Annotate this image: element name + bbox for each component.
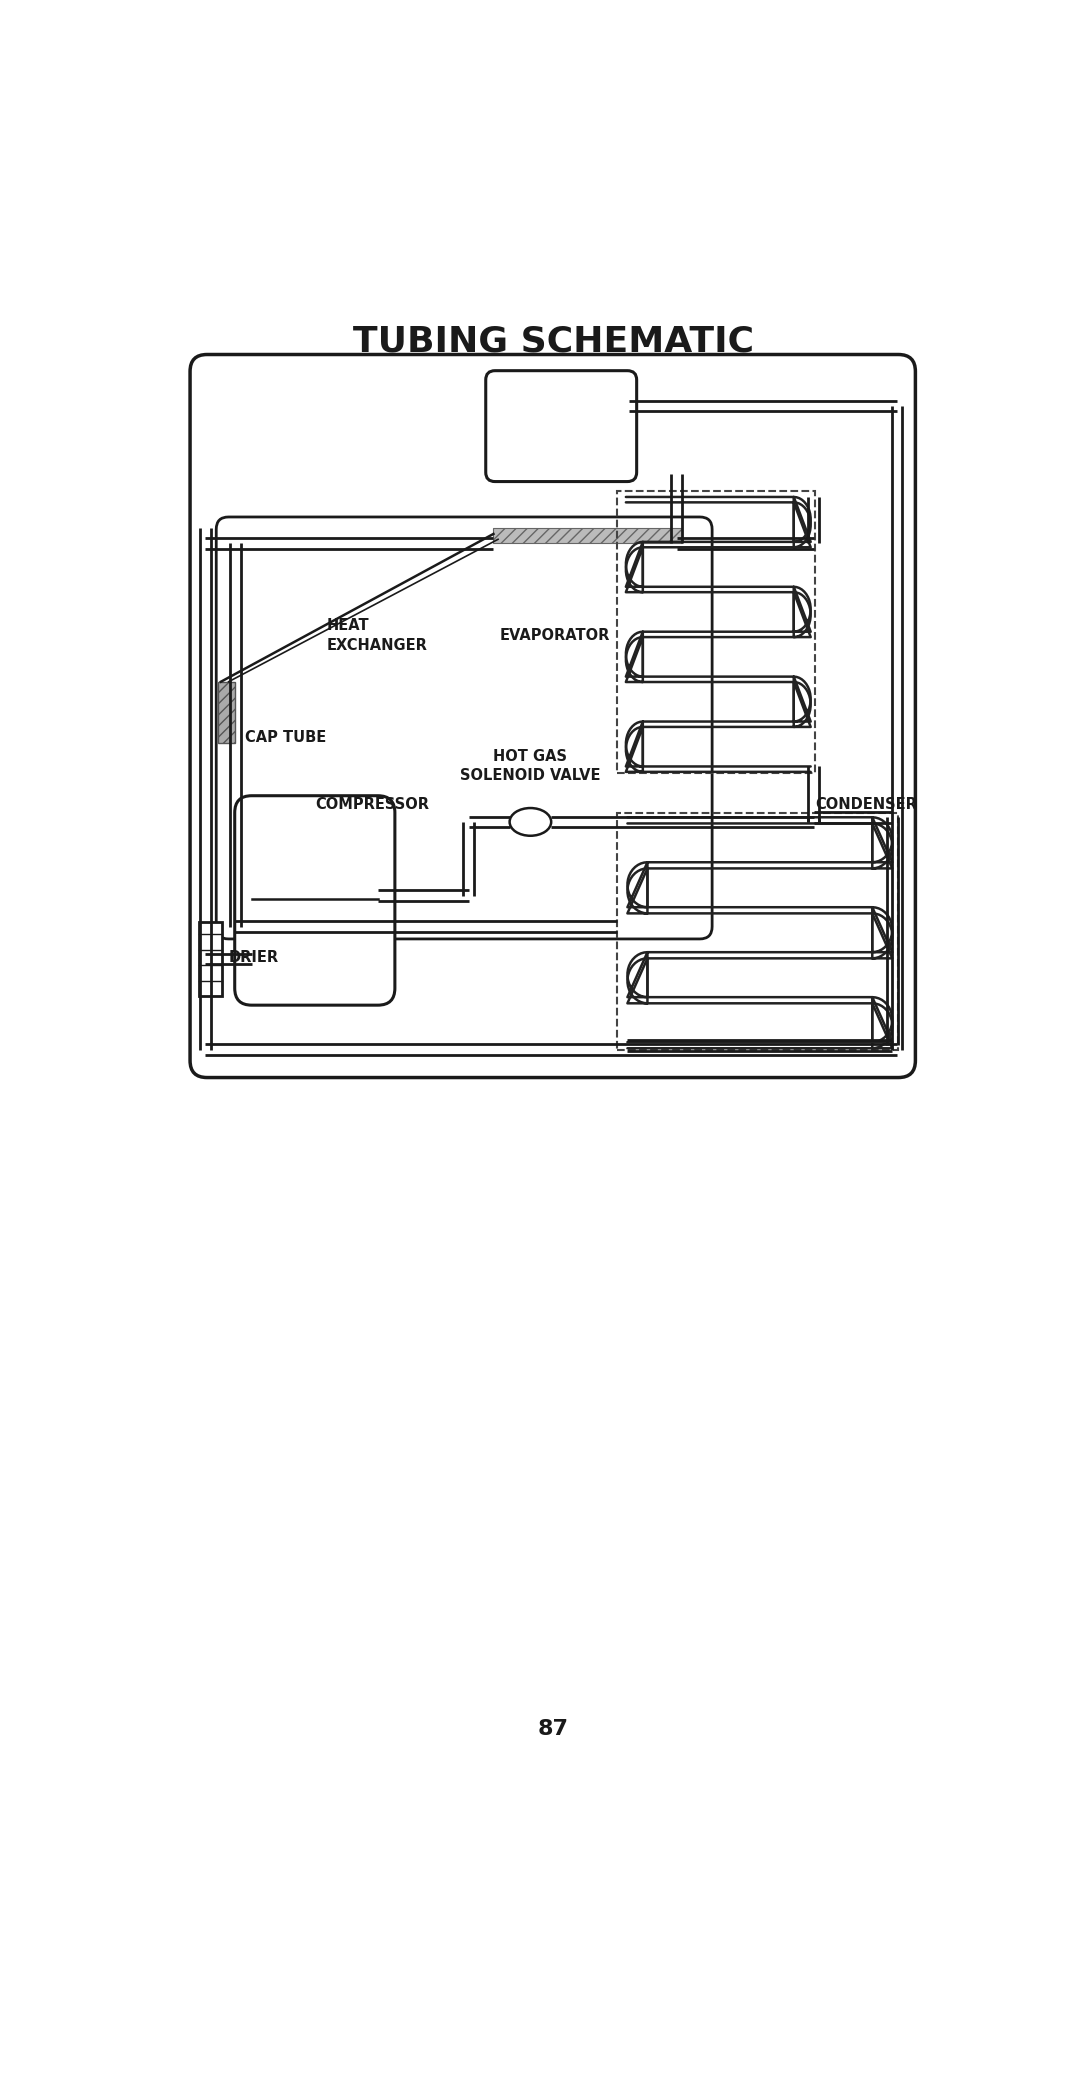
FancyBboxPatch shape bbox=[486, 372, 636, 482]
Text: CONDENSER: CONDENSER bbox=[815, 798, 917, 812]
Text: COMPRESSOR: COMPRESSOR bbox=[314, 798, 429, 812]
Text: DRIER: DRIER bbox=[229, 950, 279, 965]
Text: EVAPORATOR: EVAPORATOR bbox=[500, 628, 610, 643]
Bar bbox=[218, 683, 234, 743]
Text: HOT GAS
SOLENOID VALVE: HOT GAS SOLENOID VALVE bbox=[460, 750, 600, 783]
Bar bbox=[617, 491, 815, 773]
Bar bbox=[200, 923, 222, 996]
Text: HEAT
EXCHANGER: HEAT EXCHANGER bbox=[326, 618, 428, 654]
Ellipse shape bbox=[510, 808, 551, 835]
Text: TUBING SCHEMATIC: TUBING SCHEMATIC bbox=[353, 324, 754, 359]
Text: 87: 87 bbox=[538, 1718, 569, 1739]
FancyBboxPatch shape bbox=[234, 796, 395, 1004]
Bar bbox=[617, 812, 899, 1050]
Bar bbox=[494, 528, 683, 543]
Text: CAP TUBE: CAP TUBE bbox=[245, 729, 327, 745]
